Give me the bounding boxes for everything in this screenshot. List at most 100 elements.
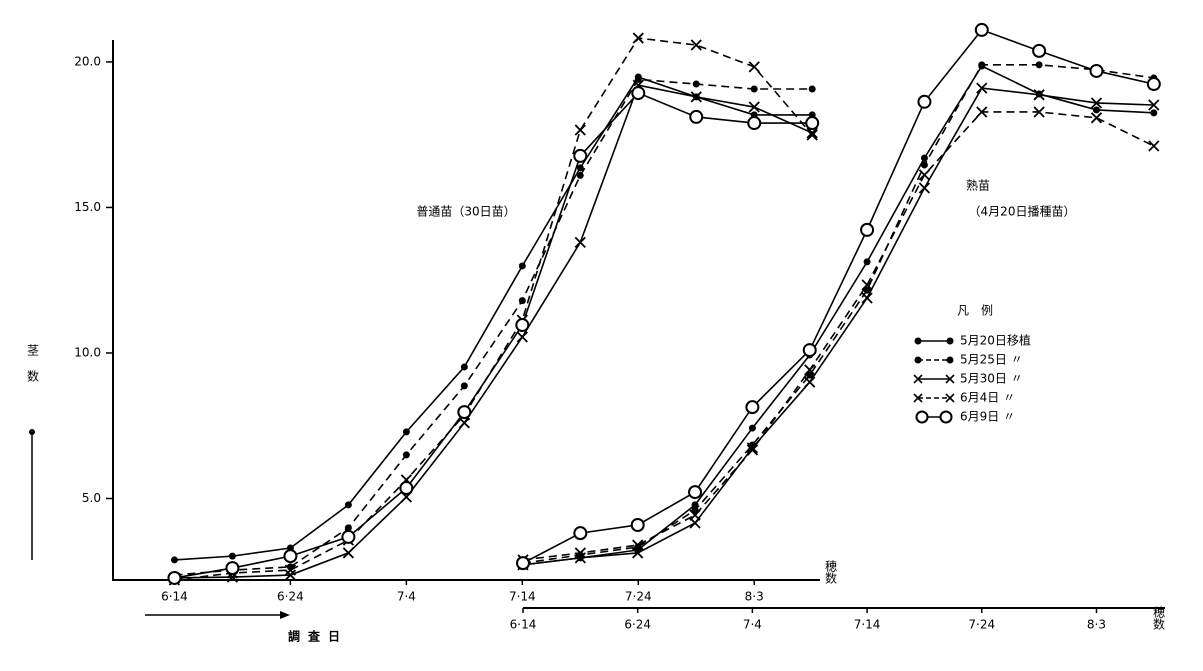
point xyxy=(1090,97,1103,109)
x-tick-label: 8·3 xyxy=(745,590,764,604)
point xyxy=(1089,63,1104,78)
point xyxy=(342,547,355,559)
point xyxy=(402,451,410,459)
point xyxy=(632,32,644,44)
legend-label: 6月4日 〃 xyxy=(960,391,1015,405)
x-tick-label: 7·14 xyxy=(854,618,881,632)
point xyxy=(1035,61,1043,69)
x-tick-label: 8·3 xyxy=(1087,618,1106,632)
legend-label: 5月30日 〃 xyxy=(960,372,1023,386)
point xyxy=(167,570,182,585)
point xyxy=(341,529,356,544)
point xyxy=(1033,106,1045,118)
point xyxy=(576,171,584,179)
point xyxy=(688,485,703,500)
legend-title: 凡 例 xyxy=(957,304,993,318)
point xyxy=(808,85,816,93)
point xyxy=(690,39,702,51)
point xyxy=(344,501,352,509)
legend-label: 6月9日 〃 xyxy=(960,410,1015,424)
point xyxy=(746,444,759,456)
x-tick-label: 6·24 xyxy=(624,618,651,632)
point xyxy=(460,382,468,390)
x-label-arrow-head xyxy=(280,611,290,619)
legend-marker xyxy=(913,393,923,403)
point xyxy=(918,169,931,181)
point xyxy=(861,279,873,291)
series-line xyxy=(522,111,1155,561)
point xyxy=(170,556,178,564)
series-line xyxy=(522,87,1154,566)
legend-label: 5月25日 〃 xyxy=(960,353,1023,367)
y-tick-label: 10.0 xyxy=(74,345,101,359)
point xyxy=(574,124,586,136)
annotation: （4月20日播種苗） xyxy=(969,205,1076,219)
point xyxy=(634,543,642,551)
point xyxy=(1092,106,1100,114)
legend-marker xyxy=(946,337,954,345)
point xyxy=(745,400,760,415)
point xyxy=(457,405,472,420)
annotation: 熟苗 xyxy=(966,178,990,193)
point xyxy=(976,106,988,118)
x-tick-label: 7·24 xyxy=(625,590,652,604)
point xyxy=(806,129,818,141)
point xyxy=(399,481,414,496)
point xyxy=(692,80,700,88)
x-tick-label: 7·4 xyxy=(397,590,416,604)
point xyxy=(516,331,528,343)
legend-marker xyxy=(939,410,953,424)
point xyxy=(920,154,928,162)
point xyxy=(974,22,989,37)
point xyxy=(805,116,820,131)
x-tick-label: 7·4 xyxy=(743,618,762,632)
point xyxy=(748,61,760,73)
point xyxy=(284,569,297,581)
y-label-arrow-head xyxy=(29,429,35,435)
x-tick-label: 7·24 xyxy=(968,618,995,632)
series-line xyxy=(522,64,1154,564)
point xyxy=(573,148,588,163)
point xyxy=(630,517,645,532)
point xyxy=(918,182,931,194)
x-tick-label: 6·14 xyxy=(161,590,188,604)
point xyxy=(806,127,818,139)
point xyxy=(690,91,702,103)
point xyxy=(1033,89,1045,101)
point xyxy=(1146,77,1161,92)
point xyxy=(750,85,758,93)
y-tick-label: 5.0 xyxy=(82,491,101,505)
series-line xyxy=(174,78,813,576)
point xyxy=(515,318,530,333)
point xyxy=(863,258,871,266)
point xyxy=(632,539,644,551)
point xyxy=(863,286,871,294)
legend-marker xyxy=(915,410,929,424)
x-tick-label: 6·24 xyxy=(277,590,304,604)
legend-label: 5月20日移植 xyxy=(960,333,1031,348)
point xyxy=(574,236,586,249)
point xyxy=(689,109,704,124)
series-line xyxy=(522,28,1154,564)
point xyxy=(344,524,352,532)
point xyxy=(284,564,297,576)
point xyxy=(1148,140,1160,152)
point xyxy=(1090,112,1103,124)
point xyxy=(228,552,236,560)
point xyxy=(804,364,816,376)
point xyxy=(748,101,760,113)
y-tick-label: 20.0 xyxy=(74,54,101,68)
x-axis-label: 調査日 xyxy=(288,629,348,644)
point xyxy=(802,343,817,358)
point xyxy=(691,501,699,509)
point xyxy=(574,547,586,559)
series-line xyxy=(174,76,813,561)
y-axis-label: 茎数 xyxy=(26,344,40,396)
point xyxy=(1148,99,1160,111)
point xyxy=(689,509,701,521)
point xyxy=(518,262,526,270)
series-line xyxy=(174,84,813,579)
point xyxy=(806,371,814,379)
point xyxy=(1032,43,1047,58)
